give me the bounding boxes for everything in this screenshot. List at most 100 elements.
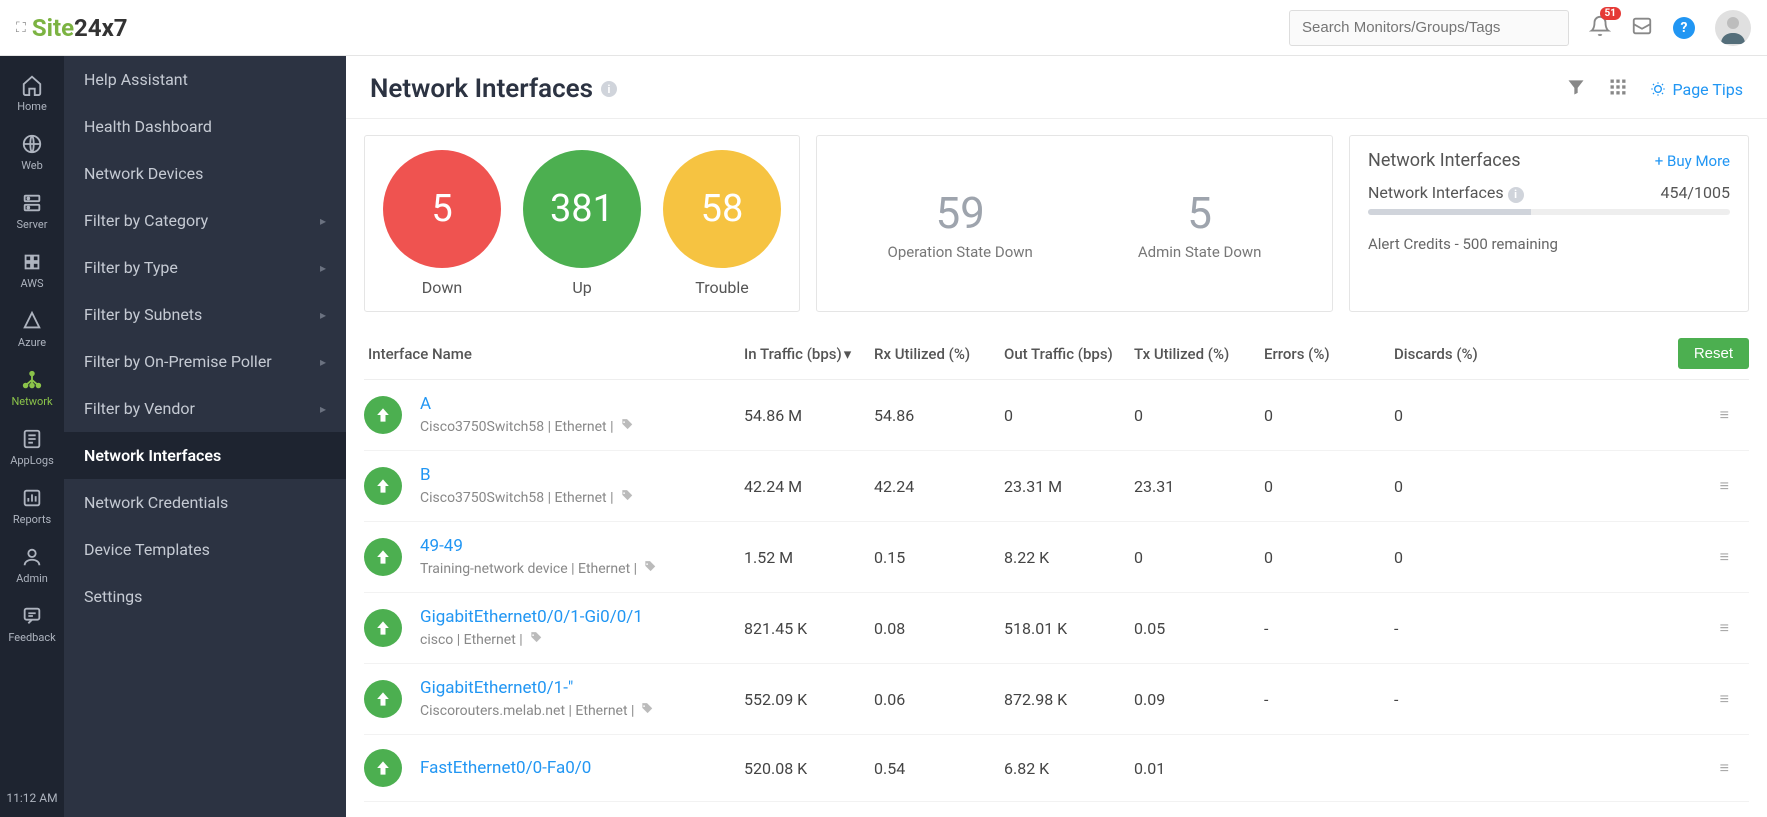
- interface-link[interactable]: GigabitEthernet0/1-": [420, 678, 744, 698]
- subnav-item[interactable]: Filter by Category▸: [64, 197, 346, 244]
- search-input[interactable]: [1289, 10, 1569, 46]
- subnav-item[interactable]: Filter by On-Premise Poller▸: [64, 338, 346, 385]
- row-menu-icon[interactable]: ≡: [1720, 618, 1749, 638]
- license-card: Network Interfaces + Buy More Network In…: [1349, 135, 1749, 312]
- row-menu-icon[interactable]: ≡: [1720, 758, 1749, 778]
- status-circle[interactable]: 381Up: [523, 150, 641, 297]
- table-row: 49-49 Training-network device | Ethernet …: [364, 522, 1749, 593]
- subnav-item[interactable]: Network Credentials: [64, 479, 346, 526]
- row-menu-icon[interactable]: ≡: [1720, 405, 1749, 425]
- help-icon[interactable]: ?: [1673, 17, 1695, 39]
- clock: 11:12 AM: [6, 779, 57, 817]
- subnav-item[interactable]: Health Dashboard: [64, 103, 346, 150]
- column-header[interactable]: Tx Utilized (%): [1134, 345, 1264, 363]
- cell: 0.54: [874, 759, 1004, 778]
- cell: 23.31 M: [1004, 477, 1134, 496]
- interface-link[interactable]: A: [420, 394, 744, 414]
- cell: 23.31: [1134, 477, 1264, 496]
- grid-icon[interactable]: [1608, 77, 1628, 101]
- interface-sub: Training-network device | Ethernet |: [420, 560, 744, 578]
- column-header[interactable]: Discards (%): [1394, 345, 1524, 363]
- subnav-item[interactable]: Filter by Type▸: [64, 244, 346, 291]
- column-header[interactable]: Errors (%): [1264, 345, 1394, 363]
- cell: 0.09: [1134, 690, 1264, 709]
- status-up-icon: [364, 609, 402, 647]
- cell: 872.98 K: [1004, 690, 1134, 709]
- cell: 54.86: [874, 406, 1004, 425]
- nav-azure[interactable]: Azure: [0, 300, 64, 359]
- subnav-item[interactable]: Help Assistant: [64, 56, 346, 103]
- cell: -: [1394, 619, 1524, 638]
- cell: 6.82 K: [1004, 759, 1134, 778]
- nav-server[interactable]: Server: [0, 182, 64, 241]
- nav-reports[interactable]: Reports: [0, 477, 64, 536]
- cell: 518.01 K: [1004, 619, 1134, 638]
- cell: 520.08 K: [744, 759, 874, 778]
- cell: 0: [1394, 406, 1524, 425]
- subnav-item[interactable]: Device Templates: [64, 526, 346, 573]
- subnav-item[interactable]: Network Devices: [64, 150, 346, 197]
- nav-aws[interactable]: AWS: [0, 241, 64, 300]
- license-title: Network Interfaces: [1368, 150, 1521, 171]
- cell: 0: [1134, 406, 1264, 425]
- cell: 0.01: [1134, 759, 1264, 778]
- tag-icon: [620, 418, 634, 436]
- cell: 0: [1264, 406, 1394, 425]
- nav-network[interactable]: Network: [0, 359, 64, 418]
- state-stat: 5Admin State Down: [1138, 187, 1262, 261]
- status-up-icon: [364, 396, 402, 434]
- subnav-item[interactable]: Settings: [64, 573, 346, 620]
- nav-home[interactable]: Home: [0, 64, 64, 123]
- subnav: Help AssistantHealth DashboardNetwork De…: [64, 56, 346, 817]
- nav-rail: HomeWebServerAWSAzureNetworkAppLogsRepor…: [0, 56, 64, 817]
- page-tips-link[interactable]: Page Tips: [1650, 80, 1743, 99]
- column-header[interactable]: In Traffic (bps) ▾: [744, 345, 874, 363]
- tag-icon: [620, 489, 634, 507]
- info-icon[interactable]: i: [1508, 187, 1524, 203]
- row-menu-icon[interactable]: ≡: [1720, 476, 1749, 496]
- column-header[interactable]: Rx Utilized (%): [874, 345, 1004, 363]
- subnav-item[interactable]: Filter by Vendor▸: [64, 385, 346, 432]
- nav-web[interactable]: Web: [0, 123, 64, 182]
- info-icon[interactable]: i: [601, 81, 617, 97]
- cell: 54.86 M: [744, 406, 874, 425]
- cell: -: [1264, 619, 1394, 638]
- state-stat: 59Operation State Down: [888, 187, 1033, 261]
- chevron-right-icon: ▸: [320, 355, 326, 369]
- state-card: 59Operation State Down 5Admin State Down: [816, 135, 1333, 312]
- reset-button[interactable]: Reset: [1678, 338, 1749, 369]
- nav-feedback[interactable]: Feedback: [0, 595, 64, 654]
- buy-more-link[interactable]: + Buy More: [1655, 152, 1730, 170]
- row-menu-icon[interactable]: ≡: [1720, 689, 1749, 709]
- row-menu-icon[interactable]: ≡: [1720, 547, 1749, 567]
- chevron-right-icon: ▸: [320, 214, 326, 228]
- inbox-icon[interactable]: [1631, 15, 1653, 41]
- avatar[interactable]: [1715, 10, 1751, 46]
- table-row: BCisco3750Switch58 | Ethernet | 42.24 M4…: [364, 451, 1749, 522]
- status-circle[interactable]: 5Down: [383, 150, 501, 297]
- subnav-item[interactable]: Filter by Subnets▸: [64, 291, 346, 338]
- cell: 552.09 K: [744, 690, 874, 709]
- status-up-icon: [364, 538, 402, 576]
- column-header[interactable]: Out Traffic (bps): [1004, 345, 1134, 363]
- chevron-right-icon: ▸: [320, 402, 326, 416]
- license-usage: 454/1005: [1660, 183, 1730, 202]
- interface-link[interactable]: FastEthernet0/0-Fa0/0: [420, 758, 744, 778]
- interface-link[interactable]: GigabitEthernet0/0/1-Gi0/0/1: [420, 607, 744, 627]
- column-header[interactable]: Interface Name: [364, 345, 744, 363]
- filter-icon[interactable]: [1566, 77, 1586, 101]
- interface-link[interactable]: 49-49: [420, 536, 744, 556]
- notification-icon[interactable]: 51: [1589, 15, 1611, 41]
- cell: 821.45 K: [744, 619, 874, 638]
- subnav-item[interactable]: Network Interfaces: [64, 432, 346, 479]
- logo[interactable]: ⛶ Site24x7: [16, 14, 128, 42]
- nav-admin[interactable]: Admin: [0, 536, 64, 595]
- cell: 0: [1134, 548, 1264, 567]
- status-circle[interactable]: 58Trouble: [663, 150, 781, 297]
- chevron-right-icon: ▸: [320, 261, 326, 275]
- license-progress: [1368, 209, 1730, 215]
- cell: -: [1264, 690, 1394, 709]
- nav-applogs[interactable]: AppLogs: [0, 418, 64, 477]
- interface-link[interactable]: B: [420, 465, 744, 485]
- cell: 8.22 K: [1004, 548, 1134, 567]
